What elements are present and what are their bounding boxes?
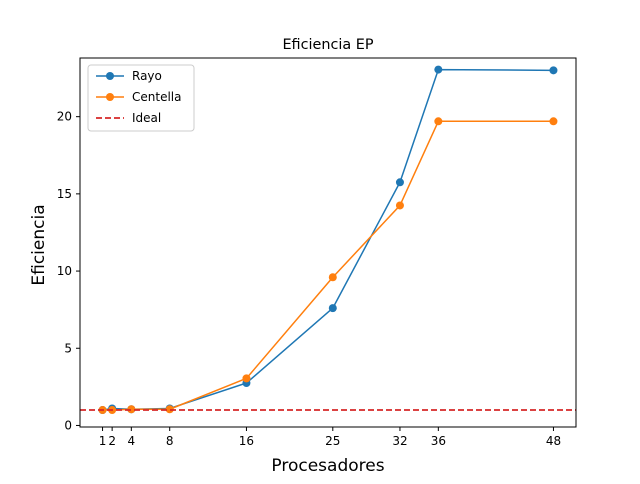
y-tick-label: 10 bbox=[57, 264, 72, 278]
x-tick-label: 1 bbox=[99, 434, 107, 448]
x-tick-label: 16 bbox=[239, 434, 254, 448]
y-tick-label: 20 bbox=[57, 110, 72, 124]
centella-point bbox=[127, 405, 136, 414]
y-axis-label: Eficiencia bbox=[29, 204, 49, 285]
centella-point bbox=[549, 117, 558, 126]
legend-centella-marker bbox=[106, 93, 114, 101]
x-tick-label: 32 bbox=[392, 434, 407, 448]
rayo-point bbox=[395, 178, 404, 187]
y-tick-label: 15 bbox=[57, 187, 72, 201]
legend-centella-label: Centella bbox=[132, 90, 181, 104]
plot-frame bbox=[79, 57, 577, 428]
rayo-point bbox=[328, 304, 337, 313]
legend: Rayo Centella Ideal bbox=[87, 64, 195, 132]
centella-point bbox=[328, 273, 337, 282]
legend-rayo-label: Rayo bbox=[132, 69, 162, 83]
y-tick-label: 0 bbox=[64, 418, 72, 432]
x-tick-label: 8 bbox=[166, 434, 174, 448]
chart-title: Eficiencia EP bbox=[282, 37, 373, 53]
y-tick-label: 5 bbox=[64, 341, 72, 355]
rayo-point bbox=[549, 66, 558, 75]
legend-box bbox=[87, 64, 195, 132]
x-tick-label: 2 bbox=[108, 434, 116, 448]
x-axis-label: Procesadores bbox=[271, 456, 384, 476]
centella-point bbox=[242, 374, 251, 383]
rayo-point bbox=[434, 65, 443, 74]
legend-ideal-label: Ideal bbox=[132, 111, 161, 125]
x-tick-label: 25 bbox=[325, 434, 340, 448]
x-tick-label: 48 bbox=[546, 434, 561, 448]
x-tick-label: 4 bbox=[128, 434, 136, 448]
legend-rayo-marker bbox=[106, 72, 114, 80]
centella-point bbox=[165, 405, 174, 414]
centella-point bbox=[434, 117, 443, 126]
x-tick-label: 36 bbox=[431, 434, 446, 448]
series-layer bbox=[80, 65, 576, 415]
centella-point bbox=[395, 201, 404, 210]
centella-line bbox=[101, 120, 555, 411]
